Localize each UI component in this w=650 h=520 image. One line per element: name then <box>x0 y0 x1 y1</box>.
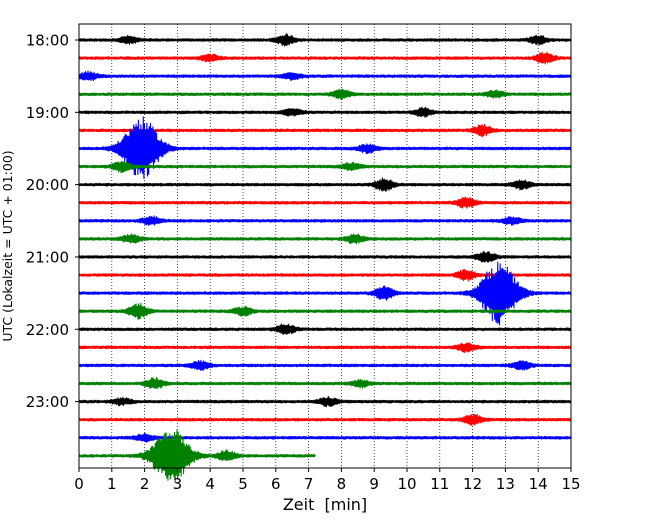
trace-2230 <box>78 359 572 372</box>
x-tick-label-0: 0 <box>74 475 84 493</box>
y-tick-label-2: 20:00 <box>26 176 69 194</box>
trace-1845 <box>78 88 572 101</box>
x-axis-ticks: 0 1 2 3 4 5 6 7 8 9 10 11 12 13 14 15 <box>74 468 581 493</box>
x-tick-label-5: 5 <box>238 475 248 493</box>
trace-2015 <box>78 196 572 209</box>
trace-1915 <box>78 123 572 138</box>
x-tick-label-15: 15 <box>561 475 580 493</box>
x-tick-label-8: 8 <box>337 475 347 493</box>
trace-1900 <box>78 106 572 118</box>
y-axis-ticks: 18:00 19:00 20:00 21:00 22:00 23:00 <box>26 32 79 411</box>
x-tick-label-1: 1 <box>107 475 117 493</box>
trace-1945 <box>78 160 572 174</box>
x-tick-label-10: 10 <box>397 475 416 493</box>
y-axis-title: UTC (Lokalzeit = UTC + 01:00) <box>0 150 15 341</box>
x-tick-label-13: 13 <box>496 475 515 493</box>
y-tick-label-4: 22:00 <box>26 321 69 339</box>
x-tick-label-9: 9 <box>369 475 379 493</box>
x-tick-label-4: 4 <box>205 475 215 493</box>
trace-2345 <box>78 429 316 484</box>
grid-lines <box>111 24 539 468</box>
trace-2045 <box>78 233 572 245</box>
x-tick-label-3: 3 <box>173 475 183 493</box>
trace-2330 <box>78 433 572 443</box>
trace-2030 <box>78 215 572 226</box>
x-tick-label-7: 7 <box>304 475 314 493</box>
y-tick-label-3: 21:00 <box>26 248 69 266</box>
trace-2000 <box>78 177 572 192</box>
x-tick-label-6: 6 <box>271 475 281 493</box>
x-tick-label-11: 11 <box>430 475 449 493</box>
trace-2215 <box>78 342 572 354</box>
trace-1800 <box>78 33 572 47</box>
trace-2100 <box>78 250 572 263</box>
axes-frame <box>78 23 572 469</box>
trace-1830 <box>78 70 572 82</box>
plot-area <box>78 33 572 484</box>
trace-2245 <box>78 377 572 390</box>
trace-1930 <box>78 116 572 179</box>
x-tick-label-14: 14 <box>529 475 548 493</box>
y-tick-label-5: 23:00 <box>26 393 69 411</box>
trace-1815 <box>78 51 572 65</box>
x-tick-label-2: 2 <box>140 475 150 493</box>
x-tick-label-12: 12 <box>463 475 482 493</box>
trace-2130 <box>78 261 572 326</box>
trace-2300 <box>78 395 572 408</box>
y-tick-label-1: 19:00 <box>26 104 69 122</box>
y-tick-label-0: 18:00 <box>26 32 69 50</box>
trace-2145 <box>78 302 572 320</box>
trace-2200 <box>78 323 572 336</box>
trace-2315 <box>78 413 572 426</box>
x-axis-title: Zeit [min] <box>283 495 367 514</box>
